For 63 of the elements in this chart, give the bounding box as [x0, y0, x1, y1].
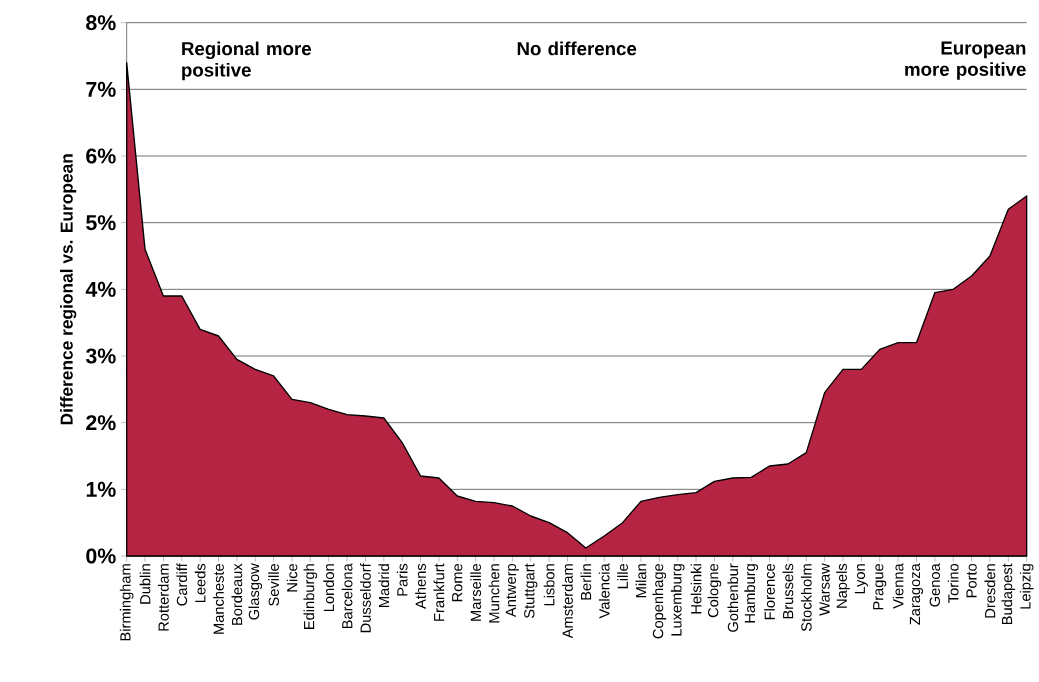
x-tick-label: Valencia — [598, 563, 610, 619]
x-tick-label: Brussels — [782, 563, 794, 619]
y-tick-label: 0% — [86, 548, 116, 564]
x-tick-label: Warsaw — [819, 563, 830, 616]
x-tick-label: Dusseldorf — [360, 563, 371, 633]
y-tick-label: 4% — [85, 281, 116, 297]
x-tick-label: Leipzig — [1019, 564, 1034, 609]
x-tick-label: Berlin — [580, 564, 592, 600]
y-tick-label: 3% — [85, 348, 116, 364]
x-tick-label: Bordeaux — [231, 563, 243, 625]
x-tick-label: Torino — [947, 563, 959, 603]
x-tick-label: Athens — [415, 563, 426, 609]
x-tick-label: Madrid — [378, 564, 390, 607]
x-tick-label: Stockholm — [800, 564, 812, 632]
x-tick-label: Lisbon — [543, 564, 555, 606]
y-tick-label: 2% — [86, 415, 116, 431]
x-tick-label: Birmingham — [119, 564, 134, 641]
x-tick-label: Antwerp — [505, 563, 519, 618]
x-tick-label: Florence — [764, 563, 775, 620]
x-tick-label: Dresden — [984, 564, 996, 618]
x-tick-label: Stuttgart — [524, 563, 538, 619]
x-tick-label: Lyon — [854, 564, 868, 594]
x-tick-label: Cologne — [707, 563, 722, 618]
y-tick-label: 8% — [86, 15, 116, 31]
x-tick-label: Mancheste — [213, 563, 224, 634]
x-tick-label: Cardiff — [176, 563, 188, 606]
x-tick-label: Seville — [268, 563, 279, 606]
x-tick-label: Leeds — [194, 563, 206, 603]
x-tick-label: Milan — [635, 564, 647, 598]
x-tick-label: Luxemburg — [670, 564, 685, 636]
x-tick-label: Nice — [286, 563, 298, 592]
x-tick-label: London — [323, 564, 335, 612]
annotation: No difference — [517, 41, 637, 56]
x-tick-label: Frankfurt — [433, 563, 445, 621]
x-tick-label: Paris — [396, 563, 408, 596]
x-tick-label: Helsinki — [690, 564, 702, 614]
y-axis-title: Difference regional vs. European — [60, 154, 77, 425]
x-tick-label: Gothenbur — [727, 563, 739, 632]
x-tick-label: Amsterdam — [562, 564, 573, 639]
x-tick-label: Hamburg — [744, 564, 758, 623]
x-tick-label: Copenhage — [652, 563, 667, 639]
x-tick-label: Glasgow — [248, 563, 263, 620]
annotation: Regional more positive — [182, 41, 311, 81]
x-tick-label: Genoa — [929, 563, 941, 607]
x-tick-label: Dublin — [139, 564, 151, 604]
x-tick-label: Marseille — [470, 563, 482, 621]
annotation: European more positive — [905, 41, 1026, 80]
x-tick-label: Lille — [617, 563, 628, 589]
y-tick-label: 7% — [86, 81, 116, 97]
x-tick-label: Rotterdam — [158, 564, 169, 631]
y-tick-label: 5% — [86, 215, 116, 231]
x-tick-label: Vienna — [892, 563, 904, 609]
x-tick-label: Munchen — [488, 564, 500, 623]
x-tick-label: Zaragoza — [909, 563, 924, 625]
x-tick-label: Rome — [452, 563, 463, 602]
y-tick-label: 1% — [86, 481, 116, 497]
x-tick-label: Barcelona — [341, 563, 353, 629]
x-tick-label: Prague — [873, 563, 887, 610]
y-tick-label: 6% — [86, 148, 116, 164]
x-tick-label: Edinburgh — [303, 564, 318, 629]
x-tick-label: Budapest — [1001, 563, 1016, 625]
x-tick-label: Porto — [966, 563, 977, 598]
x-tick-label: Napels — [836, 563, 850, 608]
